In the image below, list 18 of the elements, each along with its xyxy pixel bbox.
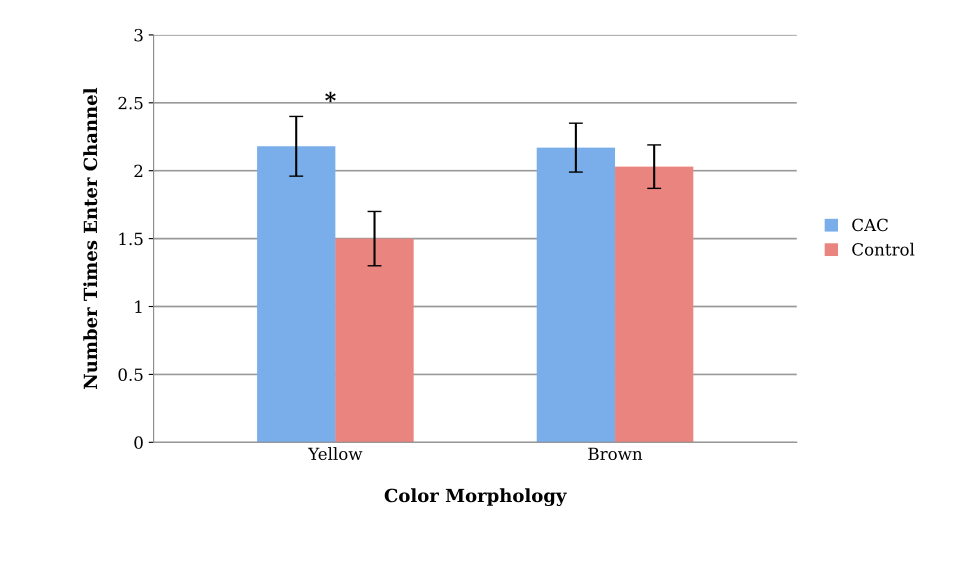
- annotation: *: [325, 92, 336, 102]
- y-tick-label: 1.5: [119, 232, 143, 246]
- bar: [536, 148, 616, 442]
- legend-label: Control: [852, 242, 914, 256]
- y-tick-label: 0.5: [118, 368, 143, 381]
- bar: [335, 238, 414, 442]
- y-tick-label: 3: [134, 28, 143, 42]
- x-tick-label: Yellow: [308, 447, 362, 460]
- y-axis-title: Number Times Enter Channel: [83, 88, 98, 389]
- x-tick-label: Brown: [588, 448, 642, 460]
- legend-label: CAC: [852, 218, 888, 232]
- bar: [615, 166, 694, 442]
- bar: [257, 146, 336, 442]
- y-tick-label: 2.5: [118, 96, 143, 110]
- y-tick-label: 2: [134, 164, 142, 178]
- x-axis-title: Color Morphology: [384, 488, 567, 506]
- y-tick-label: 1: [135, 300, 142, 313]
- y-tick-label: 0: [134, 436, 143, 449]
